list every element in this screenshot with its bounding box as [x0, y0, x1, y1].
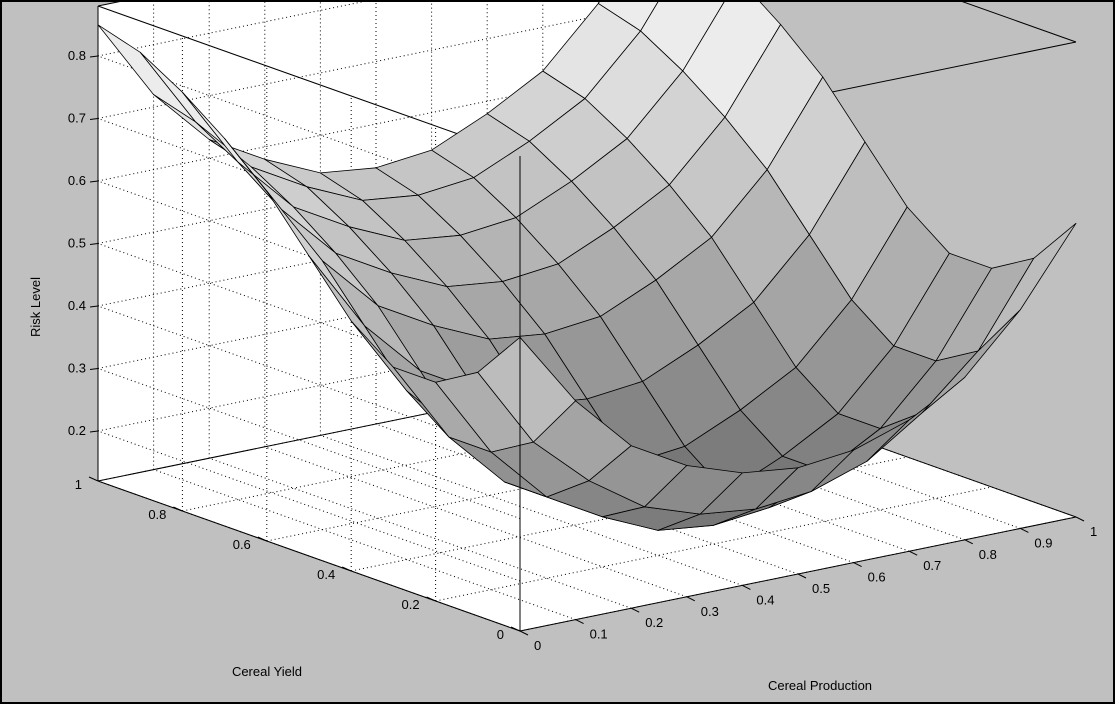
x-tick-label: 0.2	[645, 615, 663, 630]
back-grid-line-z	[97, 4, 655, 119]
x-tick-mark	[575, 619, 584, 625]
box-edge	[97, 480, 521, 632]
x-tick-mark	[908, 550, 918, 556]
x-tick-label: 0.8	[979, 547, 997, 562]
z-tick-label: 0.5	[68, 236, 86, 251]
y-tick-mark	[257, 536, 268, 542]
z-tick-label: 0.4	[68, 298, 86, 313]
surface-mesh	[97, 2, 1077, 531]
x-tick-mark	[742, 584, 751, 590]
x-tick-mark	[797, 573, 807, 579]
y-axis-label: Cereal Yield	[232, 664, 302, 679]
x-tick-label: 0.4	[756, 592, 774, 607]
y-tick-mark	[510, 626, 521, 632]
y-tick-label: 0.2	[402, 597, 420, 612]
box-edge	[97, 5, 521, 157]
tick-labels: 0.2 0.3 0.4 0.5 0.6 0.7 0.8 0 0.2 0.4 0.6 0.8 1 0 0.1 0…	[68, 48, 1097, 653]
x-tick-mark	[630, 607, 640, 613]
x-tick-label: 0.1	[590, 627, 608, 642]
y-tick-mark	[341, 566, 352, 572]
tick-marks	[88, 55, 1085, 636]
x-tick-label: 0.9	[1034, 535, 1052, 550]
y-tick-label: 0.4	[317, 567, 335, 582]
floor-grid-line-y	[435, 486, 992, 602]
y-tick-label: 0	[497, 627, 504, 642]
y-tick-mark	[88, 476, 99, 482]
z-tick-mark	[89, 305, 99, 308]
z-tick-mark	[89, 243, 99, 245]
x-tick-mark	[964, 539, 974, 545]
x-tick-label: 0.5	[812, 581, 830, 596]
z-tick-mark	[89, 55, 99, 58]
y-tick-label: 1	[75, 477, 82, 492]
x-tick-label: 0.7	[923, 558, 941, 573]
x-tick-mark	[1075, 516, 1085, 522]
x-tick-label: 0.3	[701, 604, 719, 619]
x-tick-label: 0.6	[868, 570, 886, 585]
x-tick-mark	[519, 630, 529, 636]
x-tick-label: 1	[1090, 524, 1097, 539]
z-axis-label: Risk Level	[28, 277, 43, 337]
x-axis-label: Cereal Production	[768, 678, 872, 693]
z-tick-label: 0.8	[68, 48, 86, 63]
z-tick-label: 0.7	[68, 111, 86, 126]
z-tick-label: 0.2	[68, 423, 86, 438]
y-tick-mark	[426, 596, 436, 602]
surface-patch	[598, 2, 659, 32]
z-tick-mark	[89, 118, 99, 120]
x-tick-mark	[853, 562, 862, 568]
z-tick-label: 0.6	[68, 173, 86, 188]
y-tick-label: 0.6	[233, 537, 251, 552]
z-tick-label: 0.3	[68, 361, 86, 376]
z-tick-mark	[89, 180, 99, 183]
z-tick-mark	[89, 430, 99, 433]
y-tick-label: 0.8	[148, 507, 166, 522]
z-tick-mark	[89, 368, 99, 370]
box-edge	[961, 2, 1077, 43]
y-tick-mark	[173, 506, 183, 512]
surface-patch	[977, 222, 1077, 352]
x-tick-mark	[686, 596, 696, 602]
x-tick-label: 0	[534, 638, 541, 653]
x-tick-mark	[1020, 527, 1029, 533]
